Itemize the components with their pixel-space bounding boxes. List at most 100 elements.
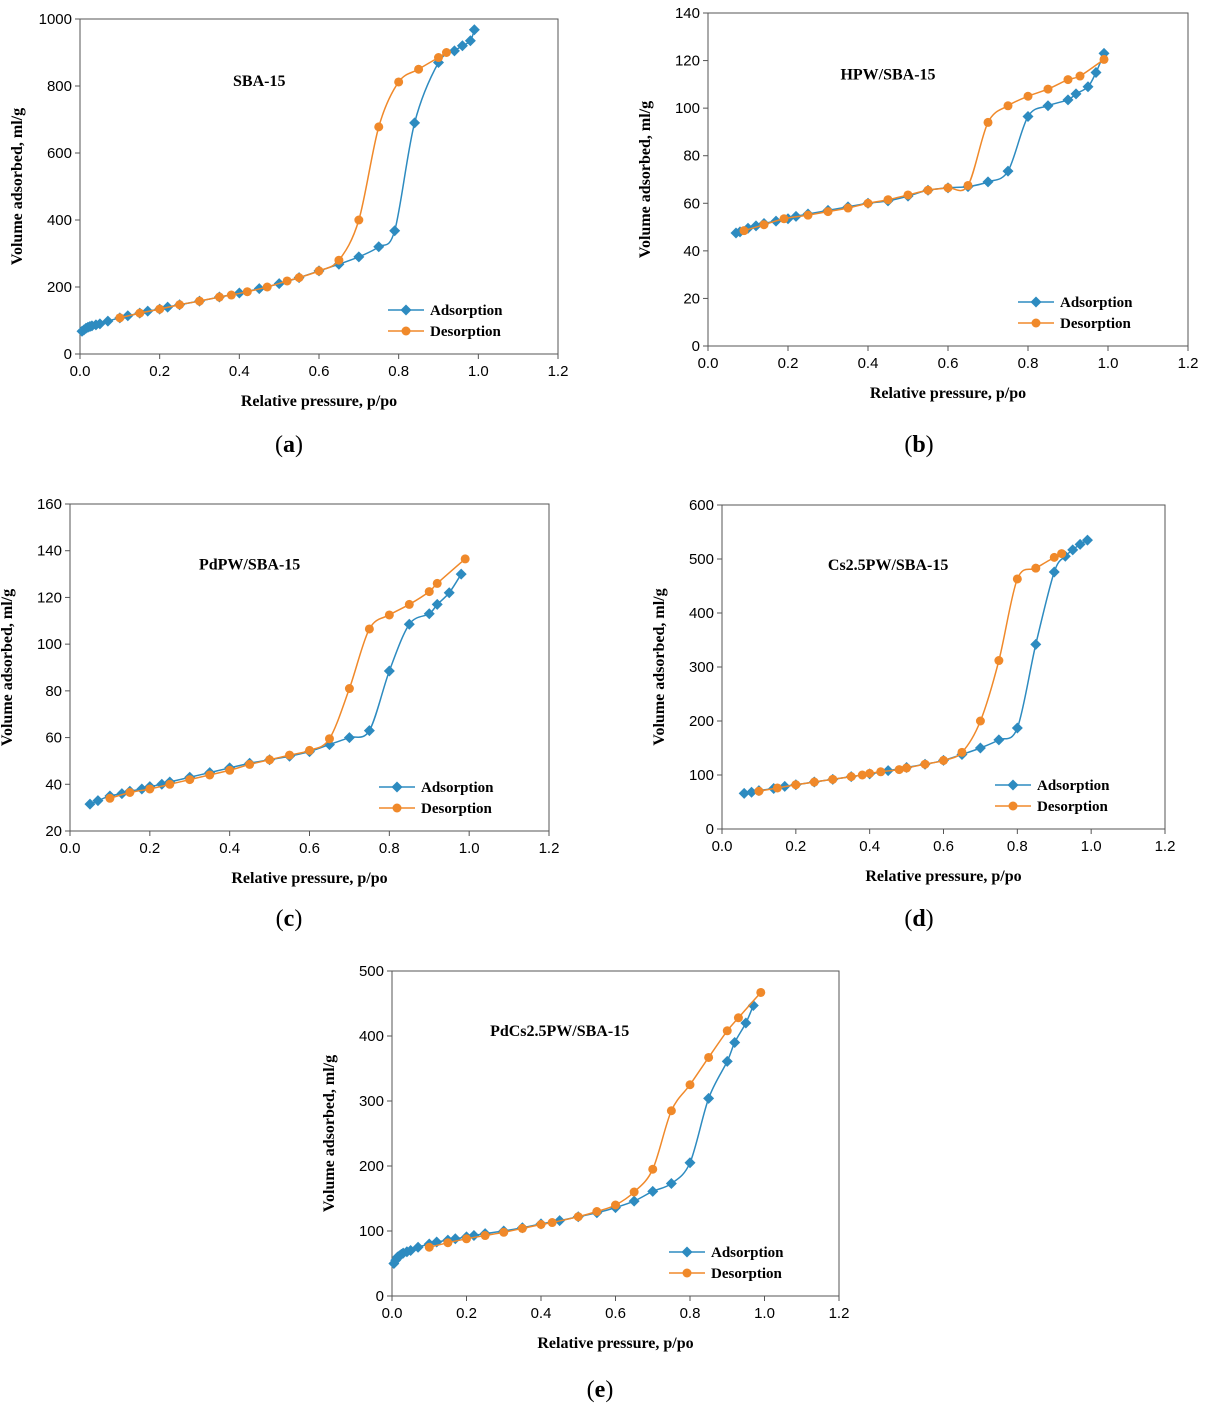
y-tick-label: 20 [683, 290, 700, 307]
x-tick-label: 0.6 [309, 363, 330, 380]
x-axis-label: Relative pressure, p/po [870, 385, 1026, 402]
data-point-desorption [364, 624, 374, 634]
data-point-desorption [1023, 91, 1033, 101]
data-point-adsorption [684, 1157, 696, 1169]
y-tick-label: 200 [47, 279, 72, 296]
data-point-desorption [939, 755, 948, 765]
legend-marker-diamond [1007, 779, 1019, 791]
y-tick-label: 400 [47, 212, 72, 229]
data-point-desorption [863, 198, 873, 208]
data-point-adsorption [468, 1230, 480, 1242]
y-axis-label: Volume adsorbed, ml/g [321, 1055, 338, 1212]
data-point-desorption [739, 226, 749, 236]
data-point-desorption [759, 220, 769, 230]
y-tick-label: 300 [689, 659, 714, 676]
data-point-adsorption [92, 795, 104, 807]
x-tick-label: 0.6 [938, 355, 959, 372]
data-point-adsorption [136, 783, 148, 795]
data-point-desorption [432, 578, 442, 588]
data-point-desorption [441, 48, 451, 57]
data-point-desorption [994, 656, 1004, 666]
x-tick-label: 1.0 [468, 363, 489, 380]
isotherm-chart-e: 0 100 200 300 400 500 0.0 0.2 0.4 0.6 0.8 1.0 1.2 Rel… [321, 963, 850, 1352]
data-point-desorption [920, 759, 930, 769]
legend-entry: Desorption [711, 1266, 782, 1282]
data-point-desorption [242, 287, 252, 297]
data-point-desorption [265, 755, 275, 765]
y-tick-label: 100 [689, 767, 714, 784]
data-point-desorption [155, 304, 165, 314]
data-point-adsorption [1074, 538, 1086, 550]
legend-marker-circle [1031, 318, 1041, 328]
legend-entry: Desorption [430, 324, 501, 340]
data-point-desorption [722, 1026, 732, 1036]
data-point-adsorption [1048, 566, 1060, 578]
data-point-desorption [354, 215, 364, 225]
data-point-desorption [165, 779, 175, 789]
plot-frame [707, 12, 1189, 347]
y-tick-label: 500 [689, 551, 714, 568]
data-point-desorption [1003, 101, 1013, 111]
legend-entry: Adsorption [1060, 295, 1133, 311]
y-tick-label: 60 [45, 730, 62, 747]
panel-caption-d: (d) [904, 906, 934, 932]
legend-entry: Desorption [421, 801, 492, 817]
legend: Adsorption Desorption [1018, 295, 1133, 332]
data-point-desorption [374, 122, 384, 132]
x-tick-label: 0.2 [456, 1305, 477, 1322]
legend-entry: Adsorption [711, 1245, 784, 1261]
data-point-desorption [843, 203, 853, 213]
data-point-desorption [754, 786, 764, 796]
data-point-desorption [1099, 54, 1109, 64]
legend: Adsorption Desorption [379, 780, 494, 817]
data-point-desorption [685, 1080, 695, 1090]
y-tick-label: 20 [45, 823, 62, 840]
data-point-adsorption [468, 24, 480, 36]
legend-entry: Desorption [1037, 799, 1108, 815]
x-tick-label: 1.0 [754, 1305, 775, 1322]
data-point-adsorption [431, 598, 443, 610]
data-point-desorption [648, 1164, 658, 1174]
x-tick-label: 0.4 [859, 838, 880, 855]
data-point-desorption [592, 1207, 602, 1216]
x-tick-label: 1.2 [829, 1305, 850, 1322]
data-point-adsorption [1067, 544, 1079, 556]
x-tick-label: 0.8 [388, 363, 409, 380]
data-point-desorption [573, 1212, 583, 1222]
legend-marker-circle [401, 326, 411, 336]
data-point-adsorption [721, 1055, 733, 1067]
data-point-desorption [957, 747, 967, 757]
data-point-desorption [803, 210, 813, 220]
data-point-adsorption [363, 725, 375, 737]
data-point-desorption [424, 587, 434, 597]
data-point-desorption [733, 1013, 743, 1023]
x-axis-label: Relative pressure, p/po [241, 393, 397, 410]
plot-frame [79, 18, 559, 355]
data-point-adsorption [729, 1037, 741, 1048]
data-point-desorption [424, 1242, 434, 1252]
legend-marker-circle [392, 803, 402, 813]
data-point-adsorption [464, 35, 476, 47]
y-tick-label: 120 [675, 53, 700, 70]
x-tick-label: 0.0 [698, 355, 719, 372]
data-point-desorption [404, 599, 414, 609]
data-point-adsorption [431, 1236, 443, 1248]
legend-entry: Adsorption [1037, 778, 1110, 794]
data-point-desorption [983, 117, 993, 127]
data-point-desorption [823, 207, 833, 217]
data-point-desorption [1031, 563, 1041, 573]
legend-entry: Adsorption [430, 303, 503, 319]
data-point-desorption [125, 787, 135, 797]
data-point-desorption [791, 780, 801, 790]
x-tick-label: 0.8 [1018, 355, 1039, 372]
data-point-desorption [963, 180, 973, 190]
data-point-adsorption [1062, 94, 1074, 106]
y-tick-label: 400 [689, 605, 714, 622]
series-desorption [424, 987, 766, 1252]
y-tick-label: 200 [689, 713, 714, 730]
data-point-desorption [225, 765, 235, 775]
data-point-desorption [666, 1106, 676, 1116]
chart-title: PdCs2.5PW/SBA-15 [490, 1023, 629, 1040]
data-point-adsorption [647, 1185, 659, 1197]
chart-title: HPW/SBA-15 [840, 67, 935, 84]
